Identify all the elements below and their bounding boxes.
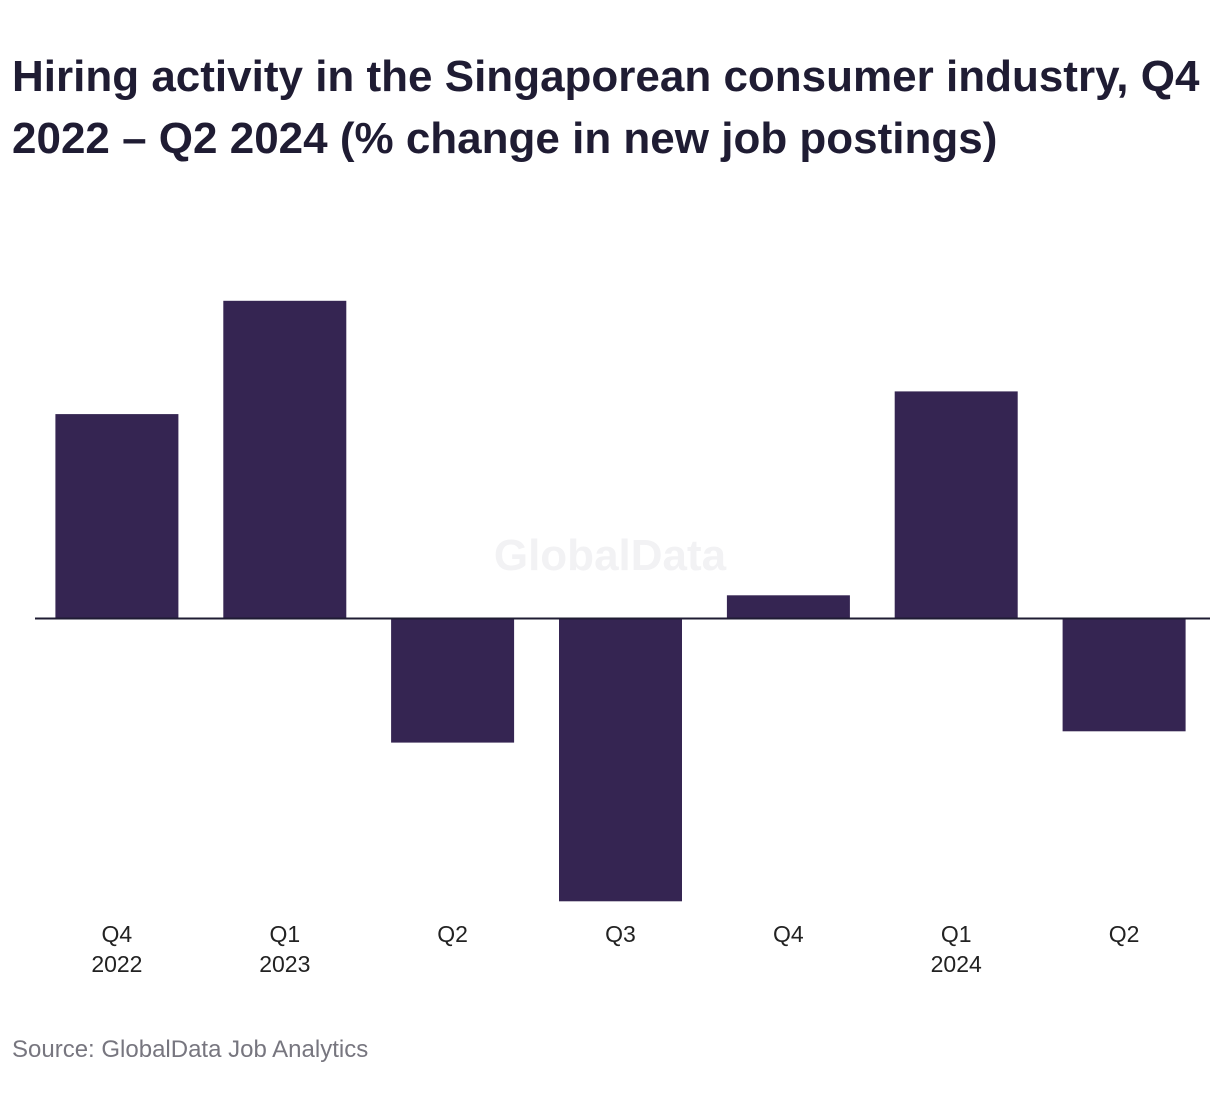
x-tick-label-6-0: Q2 xyxy=(1109,921,1140,947)
x-tick-labels: Q4 2022 Q1 2023 Q2 Q3 Q4 Q1 2024 Q2 xyxy=(91,921,1139,977)
bar-3 xyxy=(559,618,682,902)
x-tick-label-4-0: Q4 xyxy=(773,921,804,947)
bar-5 xyxy=(894,391,1018,618)
bar-1 xyxy=(223,300,347,618)
x-tick-label-5-1: 2024 xyxy=(931,951,982,977)
bar-6 xyxy=(1062,618,1186,732)
x-tick-label-0-1: 2022 xyxy=(91,951,142,977)
x-tick-label-3-0: Q3 xyxy=(605,921,636,947)
x-tick-label-0-0: Q4 xyxy=(102,921,133,947)
bars-group xyxy=(55,300,1186,902)
bar-0 xyxy=(55,414,179,618)
x-tick-label-5-0: Q1 xyxy=(941,921,972,947)
x-tick-label-1-0: Q1 xyxy=(269,921,300,947)
x-tick-label-2-0: Q2 xyxy=(437,921,468,947)
bar-4 xyxy=(726,595,850,618)
chart-title: Hiring activity in the Singaporean consu… xyxy=(12,52,1200,163)
source-note: Source: GlobalData Job Analytics xyxy=(12,1036,369,1063)
bar-2 xyxy=(391,618,515,743)
watermark: GlobalData xyxy=(494,531,727,580)
x-tick-label-1-1: 2023 xyxy=(259,951,310,977)
